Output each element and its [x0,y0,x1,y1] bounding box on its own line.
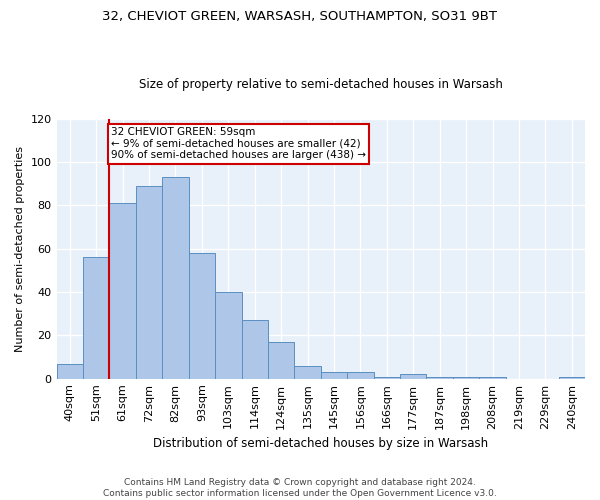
Bar [427,376,453,378]
Bar [295,366,321,378]
Bar [268,342,295,378]
Bar [188,253,215,378]
Bar [109,203,136,378]
Bar [56,364,83,378]
Text: 32 CHEVIOT GREEN: 59sqm
← 9% of semi-detached houses are smaller (42)
90% of sem: 32 CHEVIOT GREEN: 59sqm ← 9% of semi-det… [111,127,366,160]
Bar [479,376,506,378]
Text: Contains HM Land Registry data © Crown copyright and database right 2024.
Contai: Contains HM Land Registry data © Crown c… [103,478,497,498]
Title: Size of property relative to semi-detached houses in Warsash: Size of property relative to semi-detach… [139,78,503,91]
Bar [321,372,347,378]
Bar [400,374,427,378]
Bar [242,320,268,378]
Bar [347,372,374,378]
X-axis label: Distribution of semi-detached houses by size in Warsash: Distribution of semi-detached houses by … [153,437,488,450]
Bar [453,376,479,378]
Bar [83,258,109,378]
Y-axis label: Number of semi-detached properties: Number of semi-detached properties [15,146,25,352]
Bar [215,292,242,378]
Bar [136,186,162,378]
Bar [559,376,585,378]
Text: 32, CHEVIOT GREEN, WARSASH, SOUTHAMPTON, SO31 9BT: 32, CHEVIOT GREEN, WARSASH, SOUTHAMPTON,… [103,10,497,23]
Bar [162,177,188,378]
Bar [374,376,400,378]
